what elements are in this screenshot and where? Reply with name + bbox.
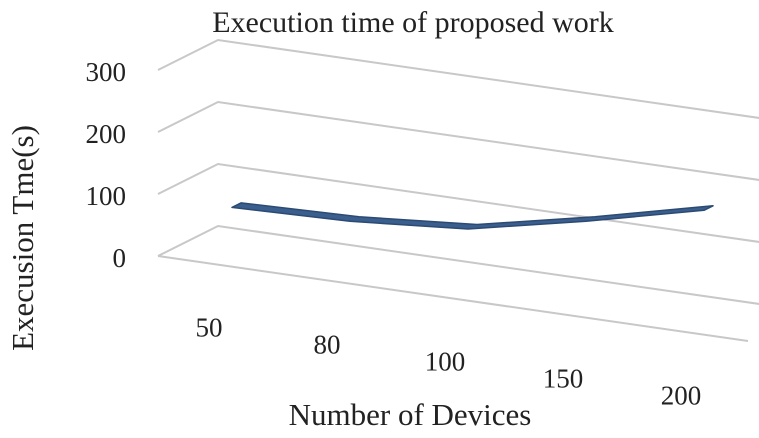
x-tick-label: 200 bbox=[661, 381, 702, 411]
gridline-0 bbox=[157, 224, 759, 305]
y-axis-label: Execusion Tme(s) bbox=[5, 125, 40, 351]
series-line bbox=[231, 202, 714, 230]
y-tick-label: 300 bbox=[86, 57, 127, 87]
floor-front-edge bbox=[157, 255, 749, 342]
y-tick-label: 200 bbox=[86, 119, 127, 149]
series-layer bbox=[231, 202, 714, 230]
gridline-200 bbox=[157, 100, 759, 181]
x-tick-label: 80 bbox=[314, 330, 341, 360]
gridlines bbox=[157, 38, 759, 342]
gridline-100 bbox=[157, 162, 759, 243]
chart-title: Execution time of proposed work bbox=[212, 6, 614, 39]
y-tick-labels: 0 100 200 300 bbox=[86, 57, 127, 273]
y-tick-label: 100 bbox=[86, 181, 127, 211]
x-axis-label: Number of Devices bbox=[289, 397, 532, 432]
y-tick-label: 0 bbox=[113, 243, 127, 273]
x-tick-label: 50 bbox=[196, 313, 223, 343]
gridline-300 bbox=[157, 38, 759, 119]
x-tick-labels: 50 80 100 150 200 bbox=[196, 313, 702, 411]
x-tick-label: 150 bbox=[543, 364, 584, 394]
x-tick-label: 100 bbox=[425, 347, 466, 377]
